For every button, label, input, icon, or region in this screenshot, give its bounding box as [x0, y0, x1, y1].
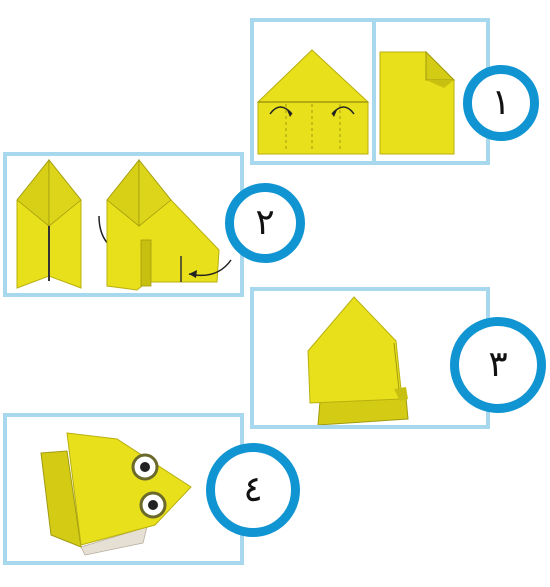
step-4-badge: ٤: [206, 443, 300, 537]
step-1-number: ١: [491, 82, 511, 123]
frog-back-leg: [40, 450, 82, 548]
folded-body: [307, 296, 403, 404]
paper-square: [379, 51, 455, 155]
folded-triangle-top: [256, 49, 370, 103]
step-4-illustration: [40, 432, 192, 556]
frog-underside: [80, 526, 148, 556]
step-4-number: ٤: [243, 469, 263, 510]
step-3-illustration: [307, 296, 409, 425]
step-2-badge: ٢: [225, 183, 305, 263]
corner-fold: [425, 50, 456, 81]
step-3-panel: [250, 287, 490, 429]
step-1-panel: [250, 18, 490, 165]
paper-base: [257, 101, 369, 155]
step-2-number: ٢: [255, 202, 275, 243]
step-3-number: ٣: [488, 344, 508, 385]
fold-arrow-left: [269, 106, 293, 115]
panel-divider: [372, 22, 376, 161]
frog-body: [66, 432, 192, 546]
fold-arrow-right: [331, 106, 355, 115]
step-2-panel: [3, 152, 244, 297]
step-1-badge: ١: [463, 65, 539, 141]
step-3-badge: ٣: [450, 317, 546, 413]
step-2-illustration: [16, 158, 232, 291]
step-1-illustration: [256, 22, 456, 161]
